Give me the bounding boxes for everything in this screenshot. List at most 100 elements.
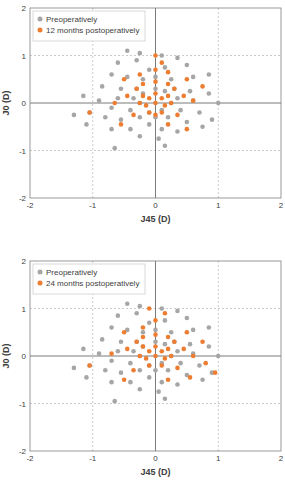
point bbox=[138, 101, 143, 106]
point bbox=[153, 368, 158, 373]
y-tick-label: 0 bbox=[22, 99, 27, 108]
point bbox=[213, 370, 218, 375]
point bbox=[141, 335, 146, 340]
point bbox=[185, 120, 190, 125]
y-tick-label: -2 bbox=[19, 447, 27, 456]
point bbox=[175, 366, 180, 371]
point bbox=[119, 370, 124, 375]
point bbox=[163, 103, 168, 108]
root: -2-1012-2-1012J45 (D)J0 (D)Preoperativel… bbox=[0, 0, 285, 500]
point bbox=[141, 325, 146, 330]
point bbox=[175, 113, 180, 118]
point bbox=[144, 356, 149, 361]
point bbox=[175, 129, 180, 134]
point bbox=[169, 330, 174, 335]
point bbox=[141, 77, 146, 82]
point bbox=[163, 89, 168, 94]
point bbox=[207, 344, 212, 349]
plot-frame bbox=[30, 261, 281, 451]
point bbox=[159, 110, 164, 115]
point bbox=[169, 101, 174, 106]
point bbox=[147, 320, 152, 325]
point bbox=[84, 375, 89, 380]
point bbox=[81, 94, 86, 99]
point bbox=[159, 53, 164, 58]
point bbox=[163, 311, 168, 316]
point bbox=[131, 96, 136, 101]
x-tick-label: 0 bbox=[153, 201, 158, 210]
point bbox=[109, 325, 114, 330]
point bbox=[153, 75, 158, 80]
point bbox=[200, 124, 205, 129]
point bbox=[159, 363, 164, 368]
legend-label: 12 months postoperatively bbox=[46, 26, 139, 35]
point bbox=[191, 98, 196, 103]
point bbox=[200, 84, 205, 89]
point bbox=[172, 339, 177, 344]
point bbox=[138, 72, 143, 77]
point bbox=[178, 361, 183, 366]
point bbox=[166, 347, 171, 352]
point bbox=[169, 101, 174, 106]
point bbox=[185, 127, 190, 132]
point bbox=[138, 354, 143, 359]
point bbox=[169, 354, 174, 359]
y-axis-label: J0 (D) bbox=[1, 343, 11, 368]
points bbox=[72, 48, 221, 150]
point bbox=[169, 354, 174, 359]
point bbox=[109, 358, 114, 363]
point bbox=[87, 363, 92, 368]
point bbox=[131, 368, 136, 373]
point bbox=[153, 354, 158, 359]
point bbox=[153, 113, 158, 118]
point bbox=[122, 377, 127, 382]
point bbox=[153, 344, 158, 349]
point bbox=[200, 377, 205, 382]
point bbox=[172, 86, 177, 91]
point bbox=[141, 94, 146, 99]
point bbox=[134, 311, 139, 316]
point bbox=[178, 108, 183, 113]
point bbox=[128, 361, 133, 366]
point bbox=[169, 77, 174, 82]
point bbox=[153, 318, 158, 323]
point bbox=[159, 127, 164, 132]
point bbox=[175, 309, 180, 314]
point bbox=[191, 328, 196, 333]
point bbox=[166, 82, 171, 87]
point bbox=[128, 380, 133, 385]
point bbox=[156, 389, 161, 394]
point bbox=[147, 363, 152, 368]
point bbox=[181, 94, 186, 99]
point bbox=[116, 60, 121, 65]
point bbox=[138, 368, 143, 373]
point bbox=[188, 342, 193, 347]
point bbox=[207, 91, 212, 96]
x-tick-label: 1 bbox=[216, 454, 221, 463]
legend-swatch bbox=[38, 17, 43, 22]
point bbox=[207, 72, 212, 77]
plot-frame bbox=[30, 8, 281, 198]
point bbox=[153, 91, 158, 96]
x-tick-label: 2 bbox=[279, 201, 284, 210]
point bbox=[203, 361, 208, 366]
point bbox=[134, 339, 139, 344]
point bbox=[185, 63, 190, 68]
point bbox=[147, 110, 152, 115]
points bbox=[72, 301, 221, 403]
point bbox=[141, 344, 146, 349]
point bbox=[159, 96, 164, 101]
legend: Preoperatively24 months postoperatively bbox=[33, 264, 145, 294]
point bbox=[116, 96, 121, 101]
point bbox=[197, 110, 202, 115]
point bbox=[103, 368, 108, 373]
legend: Preoperatively12 months postoperatively bbox=[33, 11, 145, 41]
point bbox=[166, 115, 171, 120]
point bbox=[112, 399, 117, 404]
point bbox=[147, 96, 152, 101]
point bbox=[159, 306, 164, 311]
x-tick-label: 1 bbox=[216, 201, 221, 210]
point bbox=[128, 127, 133, 132]
point bbox=[138, 101, 143, 106]
point bbox=[100, 337, 105, 342]
